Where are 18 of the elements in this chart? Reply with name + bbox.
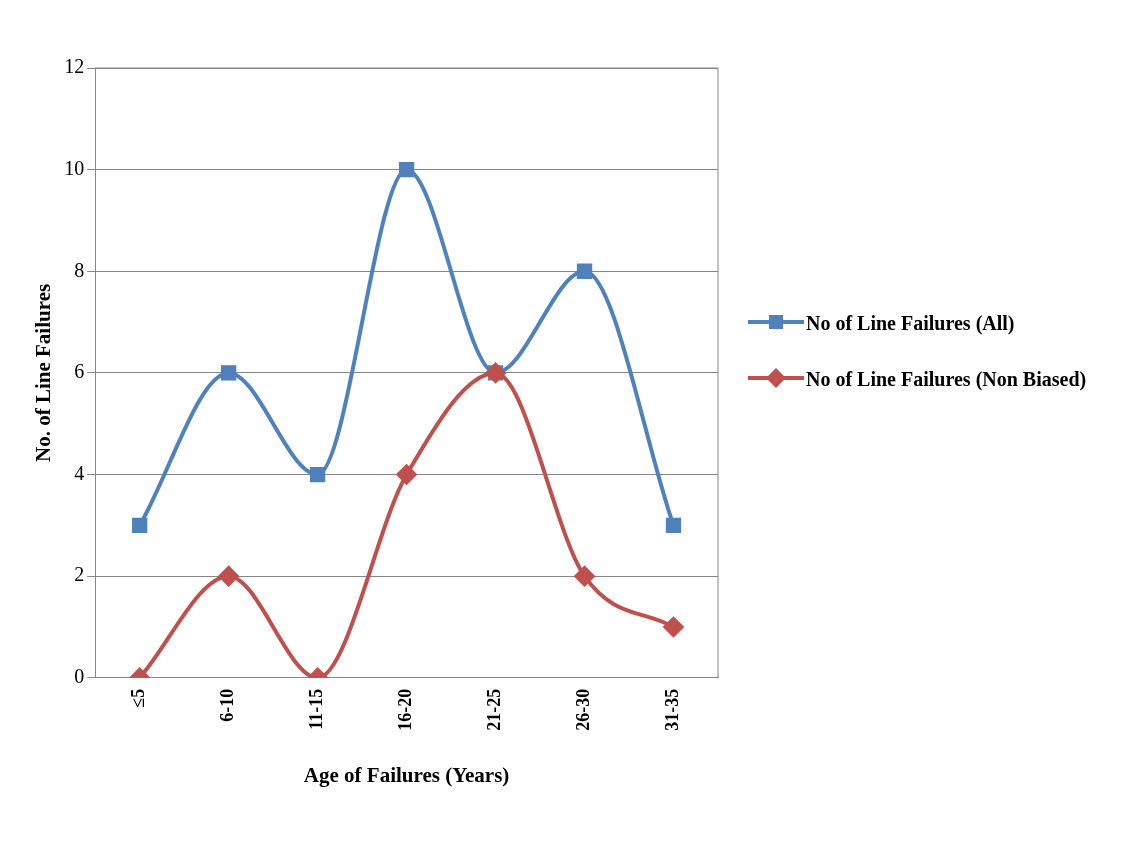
y-tick-label: 8 [74, 258, 85, 281]
y-tick-label: 12 [64, 55, 85, 78]
y-tick-label: 6 [74, 360, 85, 383]
legend-label: No of Line Failures (All) [806, 310, 1015, 336]
x-tick-label: 21-25 [484, 688, 505, 731]
y-tick-label: 4 [74, 461, 85, 484]
x-tick-label: ≤5 [128, 688, 149, 708]
legend-label: No of Line Failures (Non Biased) [806, 366, 1087, 392]
x-tick-label: 11-15 [306, 688, 327, 730]
y-tick-label: 2 [74, 563, 85, 586]
y-tick-label: 0 [74, 665, 85, 688]
x-tick-label: 31-35 [662, 688, 683, 731]
x-tick-label: 6-10 [217, 688, 238, 722]
y-tick-label: 10 [64, 156, 85, 179]
x-tick-label: 16-20 [395, 688, 416, 731]
y-axis-title: No. of Line Failures [31, 283, 56, 462]
x-tick-label: 26-30 [573, 688, 594, 731]
x-axis-title: Age of Failures (Years) [303, 762, 510, 787]
